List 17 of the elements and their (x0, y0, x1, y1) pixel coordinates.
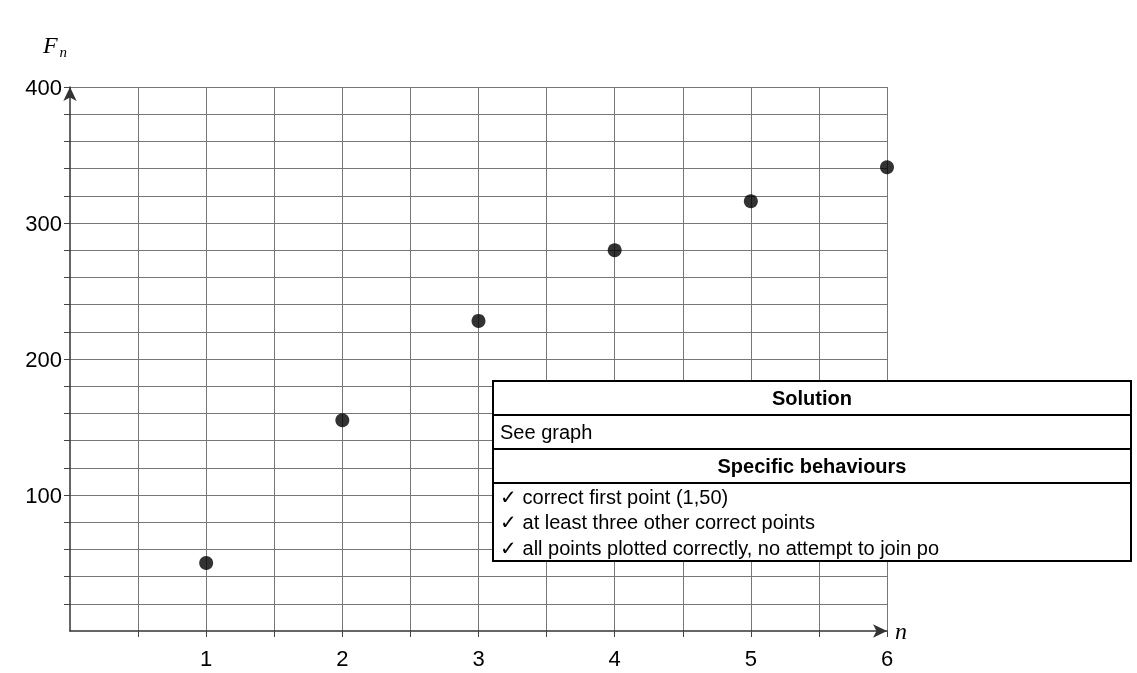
x-tick-label: 2 (336, 645, 349, 671)
x-tick-label: 1 (200, 645, 213, 671)
x-tick-label: 5 (744, 645, 757, 671)
x-axis-title: n (895, 618, 907, 644)
y-tick-label: 400 (25, 74, 62, 100)
y-tick-label: 200 (25, 346, 62, 372)
x-tick-label: 4 (608, 645, 621, 671)
y-tick-label: 100 (25, 482, 62, 508)
annotation: Specific behaviours (493, 449, 1131, 483)
x-tick-label: 6 (880, 645, 894, 671)
y-tick-label: 300 (25, 210, 62, 236)
annotation: ✓ correct first point (1,50) (493, 483, 1131, 509)
annotation: ✓ all points plotted correctly, no attempt to join po (493, 535, 1131, 561)
annotation: Solution (493, 381, 1131, 415)
x-tick-label: 3 (472, 645, 485, 671)
annotation: See graph (493, 415, 1131, 449)
annotation: ✓ at least three other correct points (493, 509, 1131, 535)
